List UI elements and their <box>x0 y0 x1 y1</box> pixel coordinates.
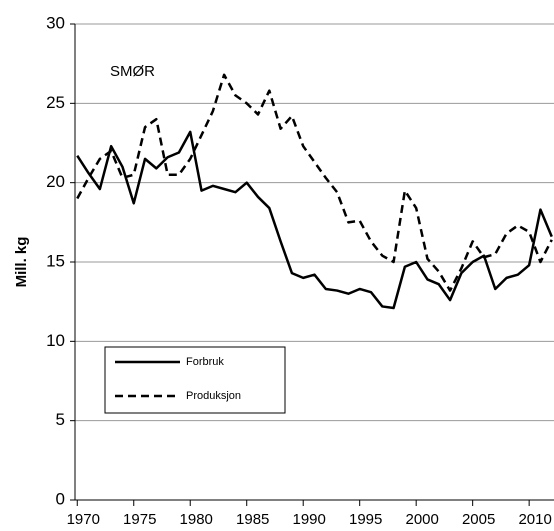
x-tick-label: 2010 <box>518 511 551 528</box>
y-axis-label: Mill. kg <box>13 237 30 288</box>
x-tick-label: 1975 <box>123 511 156 528</box>
y-tick-label: 30 <box>46 13 65 32</box>
y-tick-label: 10 <box>46 331 65 350</box>
x-tick-label: 1970 <box>67 511 100 528</box>
y-tick-label: 0 <box>56 489 65 508</box>
legend-label: Produksjon <box>186 390 241 402</box>
x-tick-label: 2000 <box>405 511 438 528</box>
x-tick-label: 1980 <box>180 511 213 528</box>
y-tick-label: 20 <box>46 172 65 191</box>
y-tick-label: 25 <box>46 93 65 112</box>
x-tick-label: 1990 <box>293 511 326 528</box>
annotation: SMØR <box>110 63 155 80</box>
series-line <box>76 73 553 292</box>
y-tick-label: 5 <box>56 410 65 429</box>
x-tick-label: 1985 <box>236 511 269 528</box>
x-tick-label: 1995 <box>349 511 382 528</box>
series-line <box>76 130 553 310</box>
x-tick-label: 2005 <box>462 511 495 528</box>
y-tick-label: 15 <box>46 251 65 270</box>
legend-label: Forbruk <box>186 356 224 368</box>
legend-box <box>104 346 286 414</box>
